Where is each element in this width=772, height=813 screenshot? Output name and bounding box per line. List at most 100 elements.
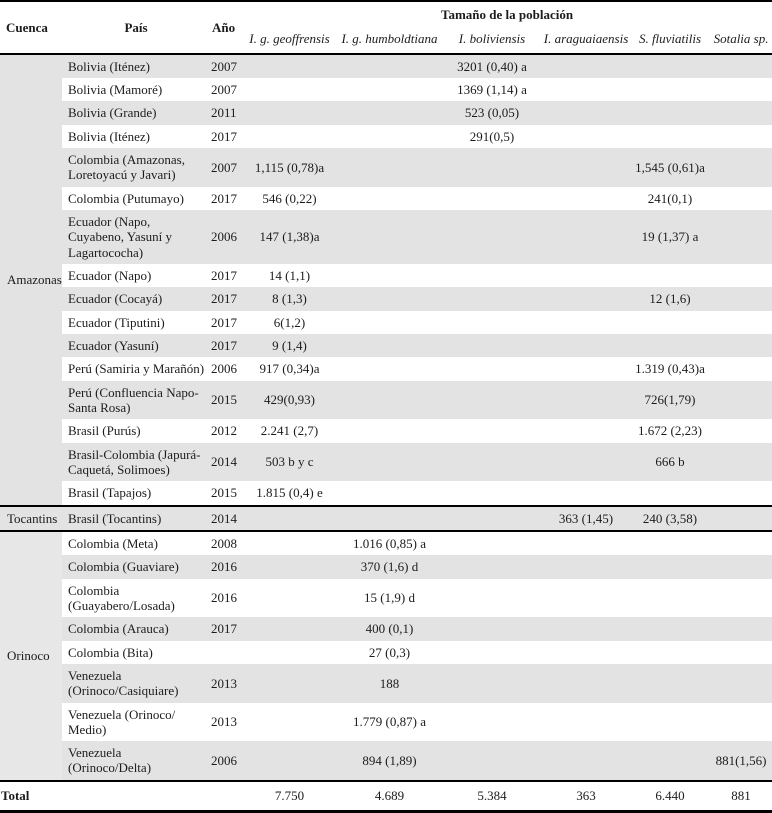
population-value-cell	[542, 703, 630, 742]
population-value-cell	[630, 53, 710, 78]
population-value-cell	[710, 333, 772, 358]
population-value-cell	[337, 125, 442, 148]
population-value-cell	[442, 264, 542, 287]
year-cell: 2013	[211, 714, 237, 730]
table-row: Colombia (Guayabero/Losada) 2016 15 (1,9) …	[0, 579, 772, 618]
population-value-cell	[442, 617, 542, 641]
year-cell: 2016	[211, 590, 237, 606]
year-cell: 2013	[210, 663, 242, 703]
population-value-cell	[442, 187, 542, 210]
total-row: Total 7.750 4.689 5.384 363 6.440 881	[0, 779, 772, 812]
population-value-cell	[630, 333, 710, 358]
population-value-cell	[542, 481, 630, 505]
population-value-cell	[242, 663, 337, 703]
population-value-cell	[542, 617, 630, 641]
population-value-cell	[442, 442, 542, 482]
year-cell: 2017	[210, 617, 242, 641]
population-value-cell: 894 (1,89)	[337, 741, 442, 781]
country-cell: Bolivia (Mamoré)	[68, 81, 163, 97]
population-value-cell: 1.319 (0,43)a	[635, 361, 705, 377]
population-value-cell	[542, 555, 630, 579]
population-value-cell: 1,545 (0,61)a	[630, 147, 710, 187]
population-value-cell: 3201 (0,40) a	[442, 53, 542, 78]
table-row: Brasil-Colombia (Japurá-Caquetá, Solimoe…	[0, 442, 772, 482]
year-cell: 2011	[210, 101, 242, 125]
header-row-main: Cuenca País Año Tamaño de la población	[0, 1, 772, 55]
country-cell: Ecuador (Cocayá)	[62, 287, 210, 311]
population-value-cell	[442, 209, 542, 264]
year-cell: 2017	[211, 190, 237, 206]
population-value-cell	[542, 333, 630, 358]
year-cell: 2017	[211, 314, 237, 330]
population-value-cell	[630, 311, 710, 334]
country-cell: Ecuador (Tiputini)	[68, 314, 165, 330]
population-value-cell: 1.672 (2,23)	[638, 423, 702, 439]
population-value-cell	[442, 504, 542, 531]
population-value-cell	[542, 187, 630, 210]
year-cell: 2006	[210, 209, 242, 264]
country-cell: Bolivia (Iténez)	[68, 128, 150, 144]
population-value-cell	[710, 504, 772, 531]
country-cell: Brasil-Colombia (Japurá-Caquetá, Solimoe…	[62, 442, 210, 482]
population-value-cell	[630, 641, 710, 664]
basin-label: Orinoco	[0, 529, 62, 781]
table-row: Bolivia (Iténez) 2017 291(0,5)	[0, 125, 772, 148]
population-value-cell: 429(0,93)	[242, 380, 337, 420]
population-value-cell	[710, 78, 772, 101]
population-value-cell	[542, 287, 630, 311]
country-cell: Venezuela (Orinoco/ Medio)	[68, 706, 176, 737]
country-cell: Brasil (Tocantins)	[62, 504, 210, 531]
population-value-cell	[242, 555, 337, 579]
population-value-cell	[710, 579, 772, 618]
population-value-cell	[337, 333, 442, 358]
population-value-cell: 503 b y c	[242, 442, 337, 482]
population-value-cell	[710, 617, 772, 641]
table-row: Venezuela (Orinoco/Casiquiare) 2013 188	[0, 663, 772, 703]
population-value-cell	[710, 555, 772, 579]
population-value-cell	[542, 442, 630, 482]
population-value-cell	[710, 663, 772, 703]
population-value-cell: 240 (3,58)	[630, 504, 710, 531]
year-cell: 2017	[211, 267, 237, 283]
population-value-cell	[630, 264, 710, 287]
population-value-cell: 1.016 (0,85) a	[337, 529, 442, 556]
population-value-cell	[630, 125, 710, 148]
country-cell: Colombia (Bita)	[68, 644, 153, 660]
table-row: Colombia (Arauca) 2017 400 (0,1)	[0, 617, 772, 641]
population-value-cell: 1,115 (0,78)a	[242, 147, 337, 187]
country-cell: Ecuador (Yasuní)	[62, 333, 210, 358]
table-row: Bolivia (Grande) 2011 523 (0,05)	[0, 101, 772, 125]
population-value-cell	[337, 357, 442, 380]
table-row: Ecuador (Yasuní) 2017 9 (1,4)	[0, 333, 772, 358]
population-value-cell	[242, 125, 337, 148]
population-value-cell	[442, 380, 542, 420]
column-header-poblacion: Tamaño de la población	[440, 7, 574, 22]
column-header-araguaiaensis: I. araguaiaensis	[542, 27, 630, 55]
population-value-cell: 546 (0,22)	[262, 190, 317, 206]
population-value-cell: 370 (1,6) d	[337, 555, 442, 579]
table-row: Orinoco Colombia (Meta) 2008 1.016 (0,85) a	[0, 529, 772, 781]
population-value-cell	[710, 101, 772, 125]
population-value-cell: 8 (1,3)	[242, 287, 337, 311]
population-value-cell	[242, 741, 337, 781]
population-value-cell	[337, 209, 442, 264]
population-value-cell	[442, 529, 542, 556]
total-value-cell: 881	[710, 779, 772, 812]
population-value-cell	[630, 78, 710, 101]
population-value-cell	[242, 78, 337, 101]
population-value-cell	[542, 147, 630, 187]
population-value-cell: 363 (1,45)	[542, 504, 630, 531]
population-value-cell	[710, 641, 772, 664]
population-value-cell	[630, 101, 710, 125]
population-value-cell	[710, 287, 772, 311]
total-value-cell: 4.689	[337, 779, 442, 812]
table-row: Colombia (Guaviare) 2016 370 (1,6) d	[0, 555, 772, 579]
population-value-cell: 241(0,1)	[647, 190, 693, 206]
year-cell: 2017	[211, 128, 237, 144]
table-row: Ecuador (Napo) 2017 14 (1,1)	[0, 264, 772, 287]
year-cell: 2014	[210, 442, 242, 482]
table-row: Amazonas Bolivia (Iténez) 2007 3201 (0,40) …	[0, 53, 772, 506]
country-cell: Ecuador (Napo)	[68, 267, 152, 283]
population-value-cell	[542, 529, 630, 556]
population-value-cell: 881(1,56)	[710, 741, 772, 781]
